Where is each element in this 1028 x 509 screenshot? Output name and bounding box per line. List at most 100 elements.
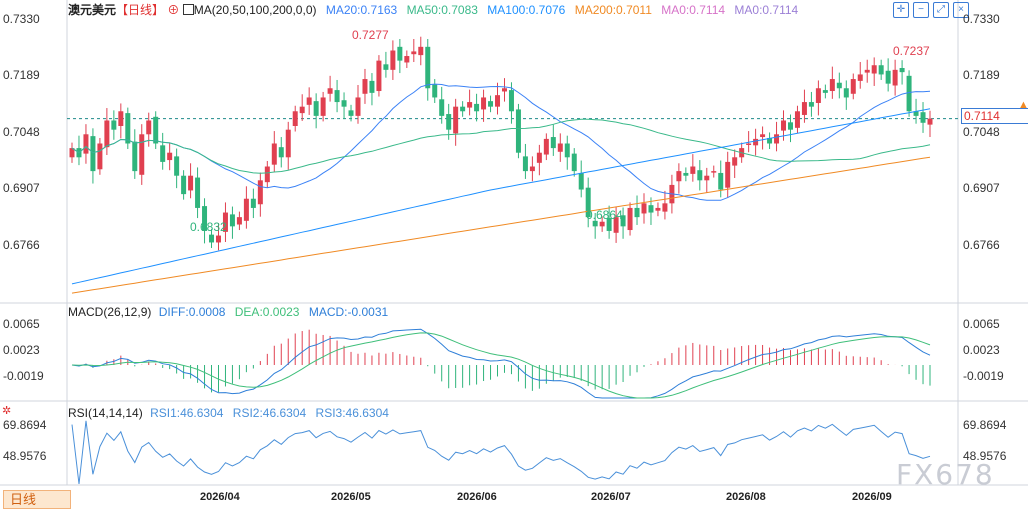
candle-body	[222, 212, 228, 232]
candle-body	[571, 153, 577, 172]
candle-body	[285, 129, 291, 158]
candle-body	[550, 137, 556, 149]
price-tick-right: 0.7048	[963, 125, 1000, 139]
candle-body	[202, 206, 208, 231]
candle-body	[243, 198, 249, 221]
ma-params[interactable]: MA(20,50,100,200,0,0)	[193, 3, 317, 17]
period-label[interactable]: 【日线】	[116, 3, 165, 17]
candle-body	[781, 120, 787, 131]
candle-body	[711, 171, 717, 173]
candle-body	[892, 69, 898, 86]
price-tick: 0.7189	[3, 68, 40, 82]
candle-body	[885, 70, 891, 84]
candle-body	[439, 99, 445, 116]
macd-value: MACD:-0.0031	[308, 305, 389, 319]
candle-body	[592, 220, 598, 227]
candle-body	[522, 156, 528, 172]
candle-body	[767, 137, 773, 144]
candle-body	[460, 106, 466, 112]
candle-body	[488, 101, 494, 107]
price-tick-right: 0.6766	[963, 238, 1000, 252]
timeframe-selector[interactable]: 日线	[3, 490, 71, 509]
macd-tick: -0.0019	[3, 369, 44, 383]
candle-body	[139, 134, 145, 175]
candle-body	[543, 138, 549, 155]
x-tick: 2026/06	[457, 491, 497, 503]
price-tick: 0.7048	[3, 125, 40, 139]
candle-body	[299, 106, 305, 114]
zoom-out-icon[interactable]: −	[913, 2, 929, 18]
candle-body	[327, 88, 333, 94]
price-marker-icon[interactable]: ▲	[1018, 99, 1028, 111]
candle-body	[229, 214, 235, 227]
candle-body	[920, 112, 926, 123]
candle-body	[369, 80, 375, 93]
candle-body	[376, 60, 382, 92]
candle-body	[174, 156, 180, 176]
x-tick: 2026/04	[200, 491, 240, 503]
symbol-name: 澳元美元	[68, 3, 117, 17]
candle-body	[899, 68, 905, 73]
rsi-title[interactable]: RSI(14,14,14)	[68, 406, 143, 420]
candle-body	[104, 120, 110, 148]
candle-body	[683, 172, 689, 176]
rsi-header: RSI(14,14,14) RSI1:46.6304 RSI2:46.6304 …	[68, 406, 389, 420]
candle-body	[690, 166, 696, 174]
candle-body	[725, 161, 731, 188]
candle-body	[257, 180, 263, 205]
x-tick: 2026/07	[591, 491, 631, 503]
macd-tick-right: -0.0019	[963, 369, 1004, 383]
price-tick: 0.7330	[3, 12, 40, 26]
candle-body	[501, 88, 507, 92]
macd-title[interactable]: MACD(26,12,9)	[68, 305, 152, 319]
candle-body	[850, 79, 856, 94]
annotation-low: 0.6864	[586, 208, 623, 222]
candle-body	[564, 143, 570, 158]
crosshair-icon[interactable]: ✛	[893, 2, 909, 18]
candle-body	[613, 217, 619, 233]
candle-body	[495, 95, 501, 107]
candle-body	[704, 175, 710, 181]
price-tick: 0.6907	[3, 181, 40, 195]
close-icon[interactable]: ×	[953, 2, 969, 18]
candle-body	[676, 171, 682, 182]
refresh-icon[interactable]: ⊕	[167, 3, 180, 17]
candle-body	[634, 207, 640, 218]
macd-dea-line	[71, 332, 931, 399]
candle-body	[97, 143, 103, 170]
rsi1-label: RSI1:46.6304	[150, 406, 224, 420]
candle-body	[878, 65, 884, 75]
annotation-low: 0.6832	[190, 220, 227, 234]
ma50-line	[71, 118, 931, 174]
macd-dea: DEA:0.0023	[234, 305, 300, 319]
price-tick-right: 0.7330	[963, 12, 1000, 26]
ma0b-label: MA0:0.7114	[734, 3, 799, 17]
candle-body	[236, 217, 242, 225]
candle-body	[118, 111, 124, 126]
candle-body	[404, 56, 410, 63]
candle-body	[732, 157, 738, 166]
settings-gear-icon[interactable]: ✲	[2, 405, 12, 417]
ma100-label: MA100:0.7076	[487, 3, 566, 17]
candle-body	[271, 143, 277, 165]
candle-body	[927, 118, 933, 125]
candle-body	[536, 152, 542, 163]
rsi-tick-right: 69.8694	[963, 418, 1007, 432]
ma-settings-icon[interactable]	[182, 4, 194, 15]
ma0a-label: MA0:0.7114	[661, 3, 726, 17]
candle-body	[411, 51, 417, 55]
fullscreen-icon[interactable]: ⤢	[933, 2, 949, 18]
candle-body	[913, 111, 919, 116]
candle-body	[829, 79, 835, 92]
candle-body	[648, 205, 654, 213]
annotation-high: 0.7237	[893, 44, 930, 58]
candle-body	[662, 203, 668, 212]
rsi-tick: 48.9576	[3, 449, 47, 463]
candle-body	[599, 221, 605, 227]
candle-body	[787, 122, 793, 130]
ma200-line	[71, 156, 931, 294]
candle-body	[195, 177, 201, 208]
price-tick-right: 0.6907	[963, 181, 1000, 195]
